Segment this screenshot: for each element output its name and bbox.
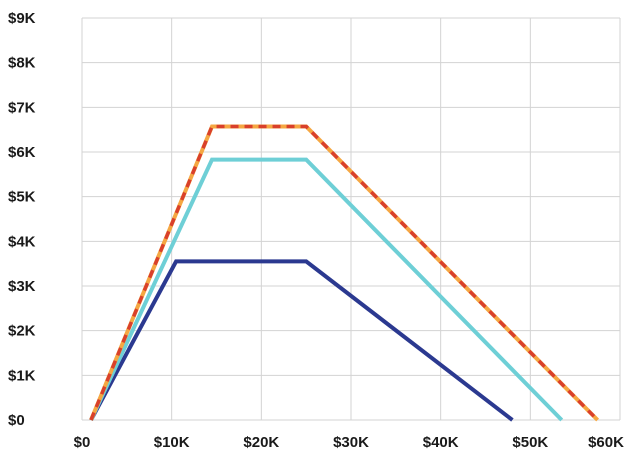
x-tick-label: $10K xyxy=(154,434,190,451)
y-axis: $0 $1K $2K $3K $4K $5K $6K $7K $8K $9K xyxy=(8,10,36,429)
y-tick-label: $5K xyxy=(8,189,36,206)
y-tick-label: $7K xyxy=(8,99,36,116)
x-tick-label: $20K xyxy=(243,434,279,451)
y-tick-label: $8K xyxy=(8,55,36,72)
y-tick-label: $9K xyxy=(8,10,36,27)
y-tick-label: $4K xyxy=(8,233,36,250)
y-tick-label: $1K xyxy=(8,367,36,384)
series-line-1 xyxy=(89,259,514,422)
series-line-2 xyxy=(89,157,564,422)
y-tick-label: $3K xyxy=(8,278,36,295)
x-tick-label: $30K xyxy=(333,434,369,451)
series-line-3 xyxy=(89,124,600,422)
grid xyxy=(81,17,621,421)
x-tick-label: $60K xyxy=(588,434,624,451)
x-tick-label: $40K xyxy=(423,434,459,451)
y-tick-label: $6K xyxy=(8,144,36,161)
series-group xyxy=(89,124,600,422)
x-tick-label: $50K xyxy=(512,434,548,451)
x-axis: $0 $10K $20K $30K $40K $50K $60K xyxy=(74,434,624,451)
y-tick-label: $0 xyxy=(8,412,25,429)
x-tick-label: $0 xyxy=(74,434,91,451)
y-tick-label: $2K xyxy=(8,323,36,340)
series-line-4 xyxy=(89,124,599,422)
